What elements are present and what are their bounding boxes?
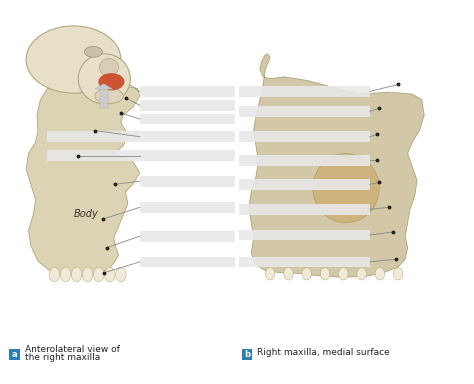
Ellipse shape (84, 46, 102, 57)
Ellipse shape (99, 73, 124, 91)
Bar (140, 114, 235, 124)
Ellipse shape (95, 88, 123, 104)
Polygon shape (26, 56, 140, 276)
Bar (9, 349, 20, 360)
Bar (140, 257, 235, 267)
Ellipse shape (82, 267, 93, 282)
Ellipse shape (338, 268, 348, 280)
Bar (140, 86, 235, 97)
Polygon shape (249, 54, 424, 277)
Ellipse shape (60, 267, 71, 282)
Bar (239, 155, 370, 166)
Bar (239, 204, 370, 215)
Ellipse shape (49, 267, 60, 282)
Bar (239, 106, 370, 117)
Bar (242, 349, 252, 360)
Ellipse shape (78, 54, 130, 104)
Text: a: a (12, 350, 18, 359)
Bar (239, 257, 370, 267)
Ellipse shape (116, 267, 126, 282)
Bar (140, 100, 235, 111)
Ellipse shape (72, 267, 82, 282)
Bar (47, 131, 235, 142)
Ellipse shape (93, 267, 104, 282)
Bar (239, 230, 370, 240)
Bar (239, 179, 370, 190)
Ellipse shape (357, 268, 366, 280)
Ellipse shape (100, 59, 118, 76)
Bar (140, 202, 235, 213)
Ellipse shape (26, 26, 121, 93)
Ellipse shape (313, 154, 379, 223)
Polygon shape (95, 84, 113, 89)
Ellipse shape (105, 267, 115, 282)
Bar (239, 86, 370, 97)
Bar (239, 131, 370, 142)
Polygon shape (100, 89, 108, 108)
Ellipse shape (265, 268, 275, 280)
Bar (140, 231, 235, 242)
Text: Right maxilla, medial surface: Right maxilla, medial surface (257, 348, 390, 357)
Bar (47, 150, 235, 161)
Text: the right maxilla: the right maxilla (25, 353, 100, 362)
Ellipse shape (302, 268, 311, 280)
Text: Body: Body (73, 209, 98, 219)
Text: b: b (244, 350, 250, 359)
Ellipse shape (393, 268, 403, 280)
Bar (140, 176, 235, 187)
Ellipse shape (375, 268, 384, 280)
Text: Anterolateral view of: Anterolateral view of (25, 345, 119, 354)
Ellipse shape (284, 268, 293, 280)
Ellipse shape (320, 268, 330, 280)
